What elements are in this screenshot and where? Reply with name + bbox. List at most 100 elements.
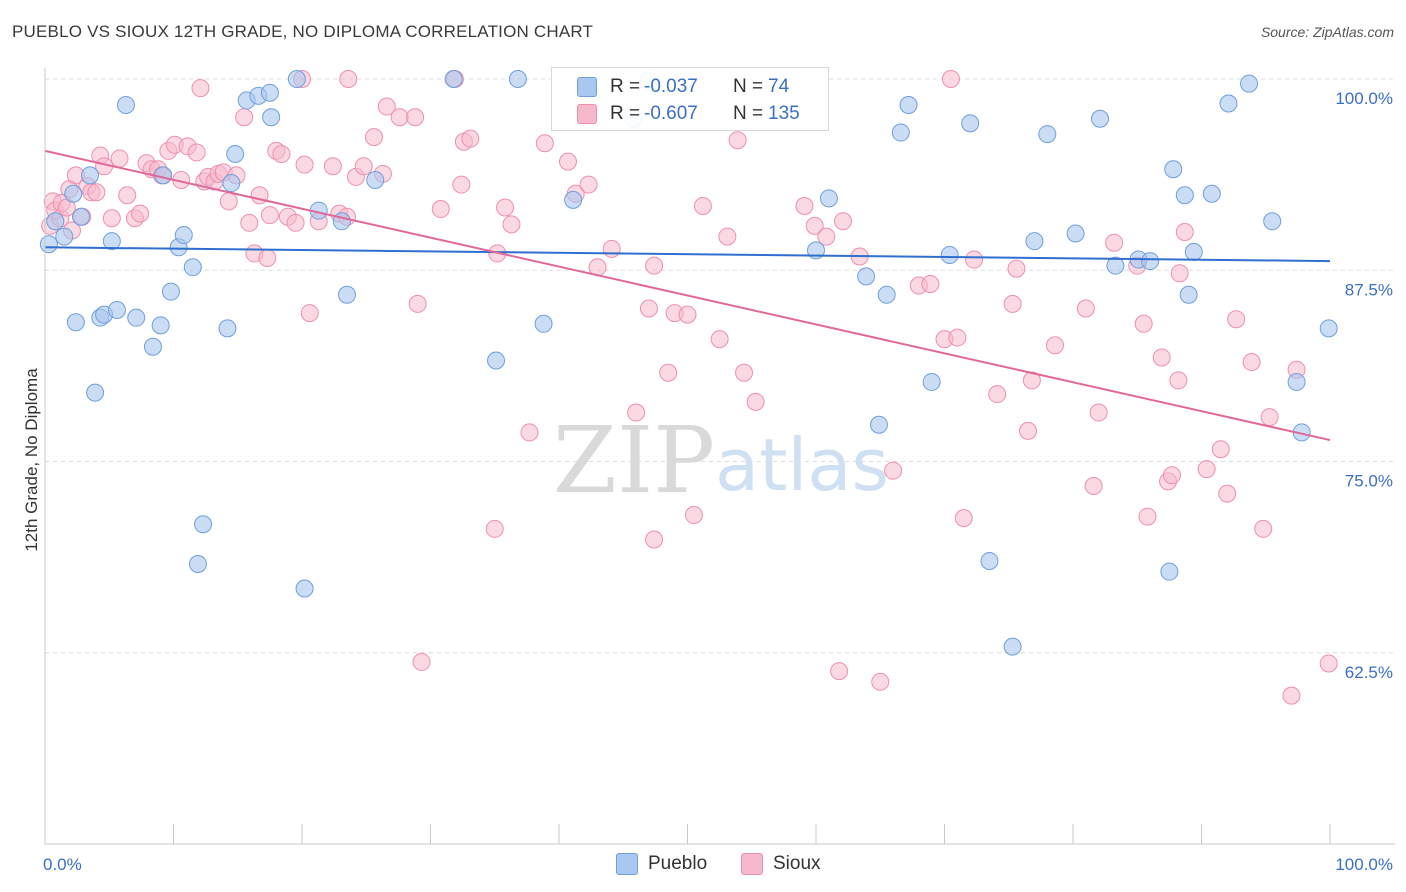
pueblo-point <box>143 337 162 356</box>
sioux-point <box>1218 484 1237 503</box>
sioux-point <box>645 256 664 275</box>
y-axis-label: 12th Grade, No Diploma <box>22 368 41 552</box>
sioux-point <box>1169 371 1188 390</box>
sioux-point <box>921 275 940 294</box>
pueblo-point <box>922 372 941 391</box>
sioux-point <box>627 403 646 422</box>
pueblo-point <box>1287 372 1306 391</box>
sioux-point <box>871 672 890 691</box>
pueblo-trend-line <box>44 246 1331 263</box>
sioux-point <box>1254 519 1273 538</box>
pueblo-point <box>1184 242 1203 261</box>
pueblo-point <box>1240 74 1259 93</box>
axes <box>44 68 1395 845</box>
sioux-point <box>354 157 373 176</box>
pueblo-point <box>1038 125 1057 144</box>
sioux-point <box>884 461 903 480</box>
pueblo-point <box>1263 212 1282 231</box>
sioux-r-value: -0.607 <box>644 103 698 124</box>
y-tick-label-3: 62.5% <box>1345 663 1393 682</box>
pueblo-point <box>819 189 838 208</box>
bottom-legend-pueblo[interactable]: Pueblo <box>616 852 707 876</box>
sioux-point <box>1089 403 1108 422</box>
sioux-point <box>1197 460 1216 479</box>
pueblo-point <box>71 207 90 226</box>
pueblo-point <box>226 144 245 163</box>
sioux-point <box>728 131 747 150</box>
sioux-point <box>235 108 254 127</box>
sioux-point <box>377 97 396 116</box>
pueblo-point <box>1160 562 1179 581</box>
pueblo-point <box>891 123 910 142</box>
pueblo-r-value: -0.037 <box>644 76 698 97</box>
sioux-point <box>795 196 814 215</box>
pueblo-point <box>222 174 241 193</box>
y-tick-label-1: 87.5% <box>1345 280 1393 299</box>
sioux-point <box>1260 408 1279 427</box>
sioux-point <box>954 509 973 528</box>
pueblo-point <box>877 285 896 304</box>
pueblo-point <box>1141 252 1160 271</box>
sioux-point <box>1170 264 1189 283</box>
sioux-point <box>1134 314 1153 333</box>
sioux-n-label: N = <box>733 103 764 124</box>
pueblo-n-value: 74 <box>768 76 790 97</box>
x-tick-label-max: 100.0% <box>1335 855 1393 874</box>
sioux-point <box>131 204 150 223</box>
sioux-point <box>520 423 539 442</box>
pueblo-point <box>857 267 876 286</box>
sioux-point <box>187 143 206 162</box>
pueblo-point <box>102 232 121 251</box>
sioux-point <box>833 212 852 231</box>
sioux-point <box>718 227 737 246</box>
sioux-point <box>535 134 554 153</box>
sioux-point <box>746 392 765 411</box>
pueblo-point <box>940 245 959 264</box>
pueblo-point <box>86 383 105 402</box>
source-label: Source: ZipAtlas.com <box>1260 24 1394 40</box>
pueblo-point <box>39 235 58 254</box>
sioux-point <box>693 196 712 215</box>
sioux-point <box>191 79 210 98</box>
chart-title: PUEBLO VS SIOUX 12TH GRADE, NO DIPLOMA C… <box>12 22 594 41</box>
sioux-point <box>988 385 1007 404</box>
pueblo-legend-swatch <box>616 853 638 875</box>
pueblo-point <box>64 184 83 203</box>
sioux-point <box>1162 466 1181 485</box>
sioux-point <box>364 128 383 147</box>
sioux-point <box>1319 654 1338 673</box>
sioux-r-label: R = <box>610 103 641 124</box>
x-tick-label-min: 0.0% <box>43 855 82 874</box>
sioux-point <box>1138 507 1157 526</box>
pueblo-point <box>1319 319 1338 338</box>
sioux-point <box>219 192 238 211</box>
pueblo-point <box>183 258 202 277</box>
sioux-point <box>295 155 314 174</box>
sioux-point <box>659 363 678 382</box>
pueblo-point <box>564 190 583 209</box>
sioux-point <box>452 175 471 194</box>
sioux-point <box>87 183 106 202</box>
y-tick-labels: 100.0% 87.5% 75.0% 62.5% <box>1335 89 1393 682</box>
pueblo-point <box>337 285 356 304</box>
watermark-zip: ZIP <box>553 407 715 514</box>
pueblo-point <box>1106 256 1125 275</box>
pueblo-point <box>127 308 146 327</box>
y-tick-label-0: 100.0% <box>1335 89 1393 108</box>
bottom-legend-sioux[interactable]: Sioux <box>741 852 821 876</box>
pueblo-point <box>508 70 527 88</box>
sioux-swatch <box>577 104 597 124</box>
pueblo-point <box>188 555 207 574</box>
sioux-point <box>735 363 754 382</box>
sioux-point <box>102 209 121 228</box>
sioux-legend-label: Sioux <box>773 853 821 874</box>
sioux-point <box>118 186 137 205</box>
pueblo-legend-label: Pueblo <box>648 853 708 874</box>
x-tick-labels: 0.0% 100.0% <box>43 855 1393 874</box>
pueblo-point <box>260 83 279 102</box>
pueblo-point <box>1066 224 1085 243</box>
pueblo-swatch <box>577 77 597 97</box>
pueblo-point <box>174 226 193 245</box>
sioux-point <box>1007 259 1026 278</box>
